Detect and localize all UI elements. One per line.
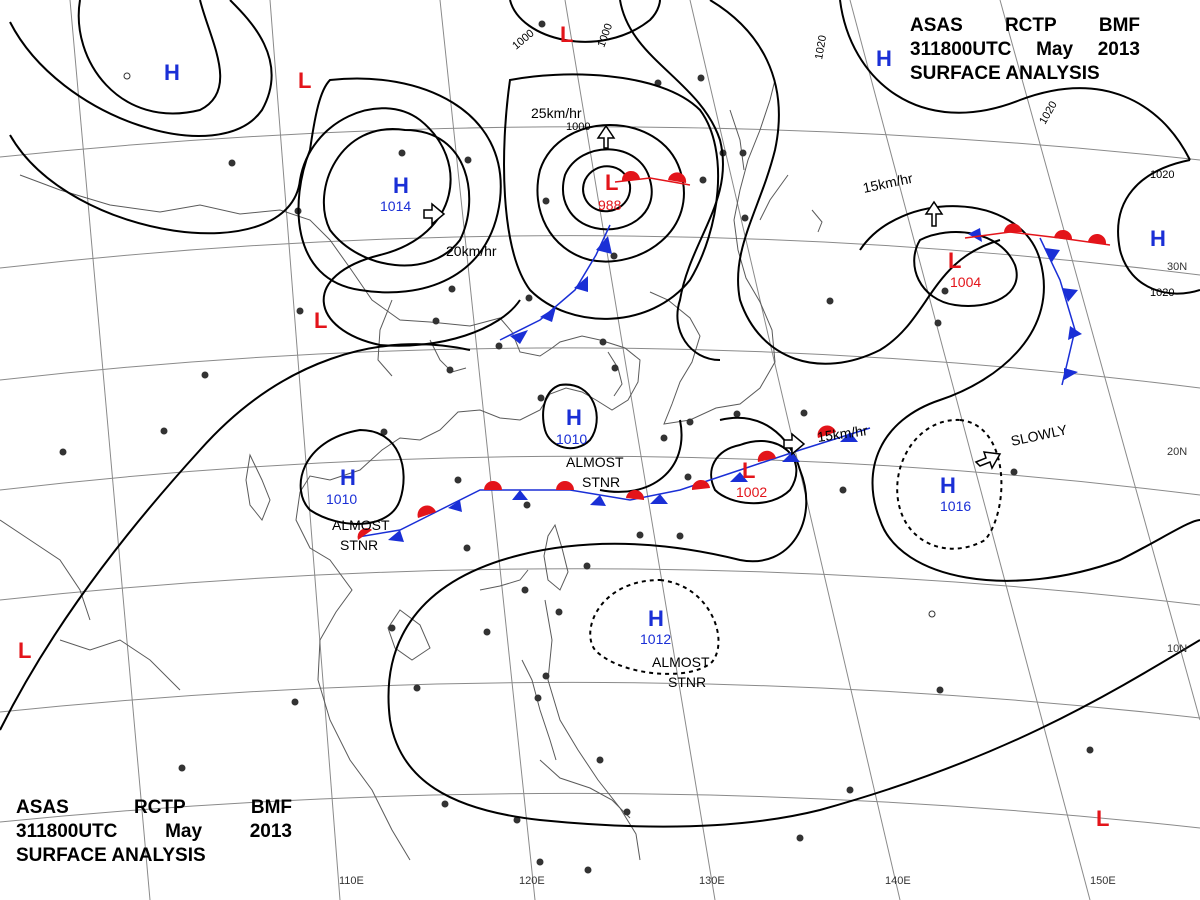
status-note-line: STNR [582, 474, 620, 490]
pressure-centers: H L L H H 1014 L 988 L H L 1004 H 1010 H… [18, 22, 1166, 831]
title-block-top: ASAS RCTP BMF 311800UTC May 2013 SURFACE… [910, 14, 1140, 86]
isobar-label: 1020 [1150, 169, 1174, 181]
low-pressure-symbol: L [298, 68, 311, 93]
title-product: SURFACE ANALYSIS [910, 63, 1100, 84]
high-pressure-symbol: H [393, 173, 409, 198]
station-markers [59, 20, 1094, 874]
pressure-value: 1002 [736, 484, 767, 500]
high-pressure-symbol: H [164, 60, 180, 85]
high-pressure-symbol: H [1150, 226, 1166, 251]
motion-speed-label: 15km/hr [816, 422, 869, 445]
title-block-bottom: ASAS RCTP BMF 311800UTC May 2013 SURFACE… [16, 796, 292, 868]
high-pressure-symbol: H [940, 473, 956, 498]
longitude-label: 150E [1090, 875, 1116, 887]
axis-labels: 110E 120E 130E 140E 150E 30N 20N 10N [339, 261, 1187, 887]
pressure-value: 1016 [940, 498, 971, 514]
cold-fronts [357, 224, 1082, 542]
title-agency: ASAS [16, 797, 69, 818]
title-year: 2013 [1097, 39, 1140, 60]
title-line-1: ASAS RCTP BMF [16, 796, 292, 820]
longitude-label: 110E [339, 875, 364, 887]
status-note-line: STNR [668, 674, 706, 690]
low-pressure-symbol: L [605, 170, 618, 195]
motion-arrow-north [596, 124, 616, 149]
pressure-value: 1010 [326, 491, 357, 507]
motion-arrow-east-2 [783, 432, 806, 456]
title-time: 311800UTC [910, 39, 1012, 60]
isobar-label: 1000 [566, 121, 590, 133]
title-line-2: 311800UTC May 2013 [16, 820, 292, 844]
title-station: RCTP [1004, 15, 1057, 36]
warm-fronts [357, 170, 1111, 540]
motion-arrow-northeast [974, 451, 1002, 470]
motion-arrow-north-2 [924, 200, 944, 227]
status-note-line: ALMOST [332, 517, 390, 533]
motion-arrow-east [423, 202, 446, 226]
status-notes: ALMOST STNR ALMOST STNR ALMOST STNR [332, 454, 710, 690]
latitude-label: 10N [1167, 643, 1187, 655]
title-time: 311800UTC [16, 821, 118, 842]
motion-arrows [423, 124, 1002, 470]
status-note-line: STNR [340, 537, 378, 553]
high-pressure-symbol: H [648, 606, 664, 631]
longitude-label: 130E [699, 875, 725, 887]
pressure-value: 1004 [950, 274, 981, 290]
low-pressure-symbol: L [314, 308, 327, 333]
title-year: 2013 [249, 821, 292, 842]
dashed-isobars [589, 418, 1003, 675]
title-line-3: SURFACE ANALYSIS [16, 844, 292, 868]
high-pressure-symbol: H [340, 465, 356, 490]
motion-labels: 25km/hr 20km/hr 15km/hr 15km/hr SLOWLY [446, 105, 1069, 449]
low-pressure-symbol: L [560, 22, 573, 47]
high-pressure-symbol: H [876, 46, 892, 71]
title-station: RCTP [133, 797, 186, 818]
longitude-label: 120E [519, 875, 545, 887]
title-month: May [165, 821, 203, 842]
low-pressure-symbol: L [1096, 806, 1109, 831]
status-note-line: ALMOST [652, 654, 710, 670]
title-line-3: SURFACE ANALYSIS [910, 62, 1140, 86]
low-pressure-symbol: L [948, 248, 961, 273]
low-pressure-symbol: L [18, 638, 31, 663]
low-pressure-symbol: L [742, 458, 755, 483]
latitude-label: 30N [1167, 261, 1187, 273]
latitude-label: 20N [1167, 446, 1187, 458]
longitude-label: 140E [885, 875, 911, 887]
title-agency: ASAS [910, 15, 963, 36]
status-note-line: ALMOST [566, 454, 624, 470]
pressure-value: 1012 [640, 631, 671, 647]
title-product: SURFACE ANALYSIS [16, 845, 206, 866]
pressure-value: 1010 [556, 431, 587, 447]
title-code: BMF [250, 797, 292, 818]
isobar-label: 1020 [1150, 287, 1174, 299]
motion-speed-label: 20km/hr [446, 243, 497, 259]
title-line-2: 311800UTC May 2013 [910, 38, 1140, 62]
title-line-1: ASAS RCTP BMF [910, 14, 1140, 38]
high-pressure-symbol: H [566, 405, 582, 430]
motion-speed-label: 25km/hr [531, 105, 582, 121]
isobar-label: 1020 [813, 34, 829, 60]
pressure-value: 1014 [380, 198, 411, 214]
title-code: BMF [1098, 15, 1140, 36]
isobars [0, 0, 1200, 828]
title-month: May [1036, 39, 1074, 60]
pressure-value: 988 [598, 197, 622, 213]
